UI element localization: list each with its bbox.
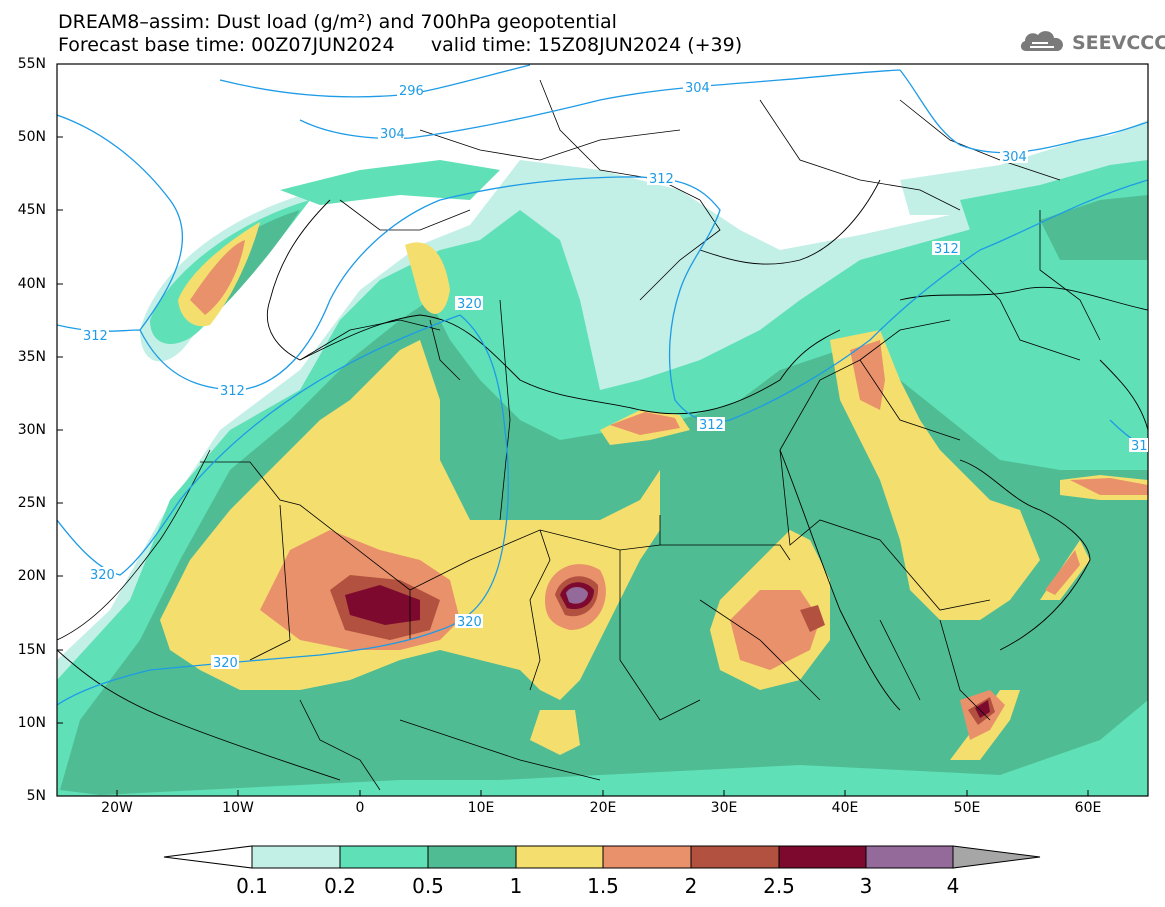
contour-label: 320 bbox=[90, 568, 115, 583]
colorbar-label: 2.5 bbox=[763, 874, 795, 898]
lat-label: 40N bbox=[17, 276, 46, 292]
logo-text: SEEVCCC bbox=[1072, 32, 1165, 54]
contour-label: 312 bbox=[83, 329, 108, 344]
contour-label: 320 bbox=[457, 615, 482, 630]
lon-label: 10E bbox=[467, 800, 495, 816]
contour-label: 320 bbox=[457, 297, 482, 312]
lat-label: 45N bbox=[17, 202, 46, 218]
colorbar-label: 0.1 bbox=[236, 874, 268, 898]
colorbar-label: 3 bbox=[859, 874, 873, 898]
contour-label: 296 bbox=[399, 84, 424, 99]
lat-label: 10N bbox=[17, 715, 46, 731]
colorbar-label: 1 bbox=[509, 874, 523, 898]
lat-label: 55N bbox=[17, 56, 46, 72]
lat-label: 15N bbox=[17, 642, 46, 658]
colorbar bbox=[163, 845, 1041, 869]
country-borders bbox=[57, 79, 1101, 791]
map-subtitle: Forecast base time: 00Z07JUN2024 valid t… bbox=[58, 34, 743, 56]
colorbar-over-arrow bbox=[952, 845, 1041, 869]
colorbar-label: 0.5 bbox=[412, 874, 444, 898]
contour-label: 312 bbox=[220, 384, 245, 399]
coastlines bbox=[57, 179, 1148, 781]
contour-label: 312 bbox=[649, 172, 674, 187]
lon-label: 20W bbox=[101, 800, 133, 816]
lon-label: 40E bbox=[831, 800, 859, 816]
contour-label: 304 bbox=[685, 81, 710, 96]
lon-label: 30E bbox=[710, 800, 738, 816]
contour-label: 320 bbox=[213, 656, 238, 671]
lat-label: 25N bbox=[17, 495, 46, 511]
lon-label: 50E bbox=[953, 800, 981, 816]
lat-label: 35N bbox=[17, 349, 46, 365]
lat-label: 5N bbox=[26, 788, 46, 804]
lat-label: 50N bbox=[17, 129, 46, 145]
dust-field-2.5 bbox=[345, 585, 420, 625]
lon-label: 60E bbox=[1074, 800, 1102, 816]
contour-label: 31 bbox=[1131, 439, 1148, 454]
lat-label: 20N bbox=[17, 568, 46, 584]
lon-label: 0 bbox=[355, 800, 365, 816]
colorbar-label: 1.5 bbox=[587, 874, 619, 898]
colorbar-label: 4 bbox=[946, 874, 960, 898]
contour-label: 304 bbox=[380, 127, 405, 142]
contour-label: 312 bbox=[934, 242, 959, 257]
seevccc-logo: SEEVCCC bbox=[1018, 27, 1165, 59]
colorbar-label: 0.2 bbox=[324, 874, 356, 898]
colorbar-label: 2 bbox=[684, 874, 698, 898]
colorbar-under-arrow bbox=[163, 845, 253, 869]
lon-label: 20E bbox=[589, 800, 617, 816]
map-title: DREAM8–assim: Dust load (g/m²) and 700hP… bbox=[58, 11, 617, 33]
contour-label: 312 bbox=[699, 418, 724, 433]
contour-label: 304 bbox=[1002, 150, 1027, 165]
lat-label: 30N bbox=[17, 422, 46, 438]
dust-field-3 bbox=[566, 587, 588, 604]
cloud-icon bbox=[1020, 31, 1064, 51]
lon-label: 10W bbox=[222, 800, 254, 816]
